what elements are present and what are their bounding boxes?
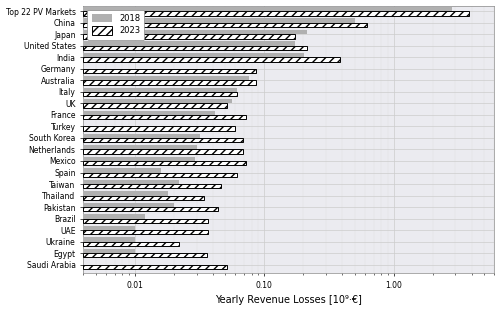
- X-axis label: Yearly Revenue Losses [10⁹·€]: Yearly Revenue Losses [10⁹·€]: [216, 295, 362, 305]
- Bar: [83, 226, 134, 230]
- Bar: [83, 145, 196, 150]
- Bar: [83, 249, 134, 253]
- Bar: [83, 265, 228, 269]
- Bar: [83, 253, 207, 258]
- Bar: [83, 207, 218, 211]
- Bar: [83, 7, 452, 11]
- Bar: [83, 87, 237, 92]
- Bar: [83, 150, 243, 154]
- Bar: [83, 219, 208, 223]
- Bar: [83, 34, 296, 39]
- Bar: [83, 173, 237, 177]
- Bar: [83, 230, 208, 234]
- Bar: [83, 11, 469, 16]
- Bar: [83, 111, 216, 115]
- Bar: [83, 161, 245, 165]
- Bar: [83, 53, 304, 57]
- Bar: [83, 203, 174, 207]
- Bar: [83, 180, 179, 184]
- Bar: [83, 18, 355, 23]
- Bar: [83, 76, 249, 81]
- Bar: [83, 157, 194, 161]
- Bar: [83, 69, 256, 73]
- Legend: 2018, 2023: 2018, 2023: [88, 10, 144, 39]
- Bar: [83, 81, 256, 85]
- Bar: [83, 92, 237, 96]
- Bar: [83, 138, 243, 142]
- Bar: [83, 214, 145, 219]
- Bar: [83, 30, 307, 34]
- Bar: [83, 23, 367, 27]
- Bar: [83, 168, 161, 173]
- Bar: [83, 184, 220, 188]
- Bar: [83, 99, 232, 104]
- Bar: [83, 191, 168, 196]
- Bar: [83, 127, 234, 131]
- Bar: [83, 46, 307, 50]
- Bar: [83, 57, 340, 62]
- Bar: [83, 104, 228, 108]
- Bar: [83, 115, 245, 119]
- Bar: [83, 237, 134, 242]
- Bar: [83, 41, 296, 46]
- Bar: [83, 196, 204, 200]
- Bar: [83, 134, 200, 138]
- Bar: [83, 242, 179, 246]
